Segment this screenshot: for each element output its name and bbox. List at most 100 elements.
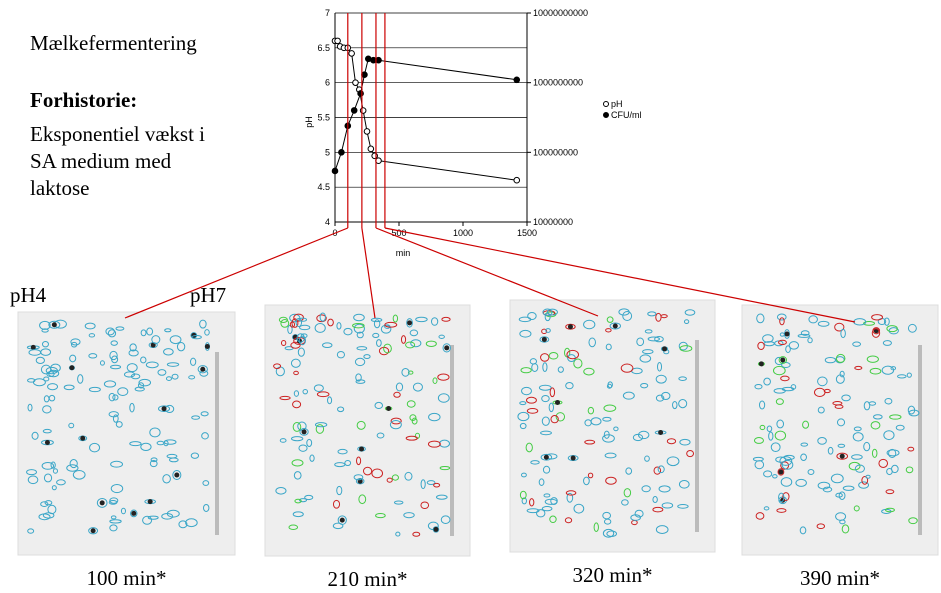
- gel-spot: [905, 466, 914, 474]
- gel-band: [918, 345, 922, 535]
- gel-spot: [521, 386, 532, 396]
- gel-spot: [166, 362, 180, 367]
- gel-spot: [817, 481, 831, 490]
- gel-dark-spot: [543, 454, 549, 460]
- gel-spot: [32, 378, 46, 387]
- gel-spot: [602, 416, 612, 422]
- gel-dark-spot: [780, 357, 786, 363]
- gel-spot: [564, 517, 573, 524]
- x-axis-label: min: [396, 248, 411, 258]
- gel-spot: [543, 493, 551, 498]
- gel-spot: [848, 461, 861, 471]
- gel-spot: [172, 470, 182, 480]
- gel-dark-spot: [301, 429, 307, 435]
- gel-spot: [817, 376, 828, 387]
- gel-spot: [149, 459, 158, 468]
- gel-spot: [852, 341, 862, 347]
- gel-spot: [117, 387, 129, 396]
- gel-spot: [520, 367, 532, 374]
- gel-spot: [42, 405, 52, 414]
- gel-spot: [88, 386, 101, 393]
- gel-spot: [43, 376, 50, 382]
- gel-spot: [428, 412, 441, 422]
- gel-spot: [885, 489, 895, 495]
- x-tick-label: 1000: [453, 228, 473, 238]
- gel-spot: [839, 519, 846, 525]
- gel-spot: [835, 353, 846, 363]
- gel-spot: [548, 402, 554, 413]
- gel-spot: [313, 384, 324, 393]
- gel-spot: [403, 512, 415, 519]
- gel-dark-spot: [541, 336, 547, 342]
- gel-spot: [888, 448, 897, 459]
- gel-spot: [353, 313, 365, 322]
- gel-spot: [573, 358, 583, 369]
- gel-spot: [191, 415, 201, 420]
- gel-spot: [39, 320, 51, 330]
- gel-spot: [157, 369, 167, 376]
- gel-spot: [332, 522, 344, 530]
- gel-spot: [362, 466, 373, 476]
- gel-spot: [678, 479, 690, 489]
- gel-spot: [405, 435, 418, 441]
- gel-dark-spot: [407, 320, 413, 326]
- gel-spot: [883, 430, 895, 441]
- gel-spot: [336, 350, 345, 359]
- gel-spot: [166, 453, 178, 459]
- gel-spot: [655, 374, 667, 384]
- gel-spot: [529, 498, 535, 507]
- gel-spot: [519, 422, 527, 430]
- gel-spot: [587, 472, 594, 479]
- gel-spot: [770, 442, 781, 452]
- gel-spot: [817, 320, 830, 327]
- gel-spot: [395, 531, 401, 537]
- connector-line: [375, 227, 599, 317]
- y-tick-label: 5.5: [317, 113, 330, 123]
- y2-tick-label: 1000000000: [533, 78, 583, 88]
- gel-spot: [823, 388, 831, 394]
- gel-spot: [393, 500, 404, 505]
- gel-spot: [807, 337, 813, 344]
- gel-spot: [526, 508, 540, 514]
- gel-spot: [197, 365, 208, 374]
- gel-spot: [865, 474, 871, 479]
- gel-spot: [889, 414, 902, 420]
- gel-dark-spot: [567, 324, 573, 330]
- gel-spot: [279, 395, 291, 401]
- gel-spot: [395, 382, 404, 392]
- gel-spot: [203, 503, 210, 513]
- gel-spot: [140, 442, 152, 451]
- gel-spot: [420, 479, 426, 490]
- gel-spot: [795, 478, 807, 487]
- gel-spot: [573, 503, 585, 514]
- point: [367, 145, 375, 153]
- gel-spot: [109, 519, 122, 524]
- gel-spot: [280, 340, 287, 346]
- gel-spot: [584, 439, 596, 445]
- gel-spot: [410, 339, 422, 348]
- gel-spot: [411, 417, 418, 425]
- gel-spot: [593, 522, 599, 533]
- y-tick-label: 6: [325, 78, 330, 88]
- gel-spot: [672, 400, 678, 410]
- point: [371, 152, 378, 160]
- gel-label: 390 min*: [800, 566, 880, 590]
- y-tick-label: 4.5: [317, 182, 330, 192]
- gel-spot: [169, 335, 182, 345]
- gel-spot: [151, 335, 161, 344]
- gel-dark-spot: [433, 526, 439, 532]
- gel-spot: [51, 485, 57, 491]
- gel-spot: [99, 360, 105, 366]
- gel-spot: [622, 391, 635, 400]
- gel-spot: [540, 430, 552, 436]
- gel-spot: [299, 428, 309, 436]
- gel-dark-spot: [147, 499, 153, 505]
- gel-spot: [297, 347, 305, 357]
- gel-spot: [566, 349, 580, 360]
- gel-spot: [583, 476, 590, 486]
- gel-spot: [84, 322, 96, 330]
- gel-spot: [72, 470, 86, 480]
- gel-spot: [762, 334, 774, 343]
- gel-spot: [26, 469, 37, 476]
- gel-spot: [854, 464, 865, 473]
